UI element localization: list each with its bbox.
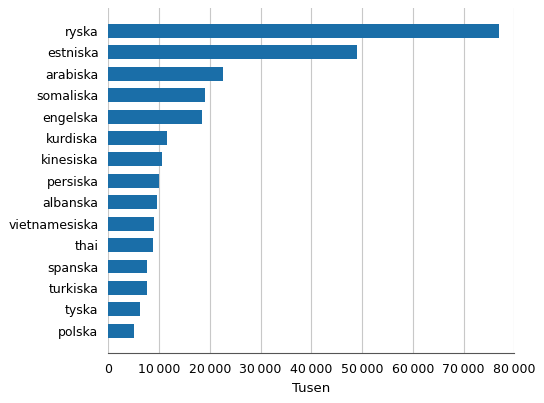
Bar — [108, 24, 499, 38]
Bar — [108, 67, 222, 81]
Bar — [108, 195, 157, 209]
Bar — [108, 324, 134, 338]
Bar — [108, 238, 153, 252]
X-axis label: Tusen: Tusen — [292, 382, 331, 395]
Bar — [108, 174, 159, 188]
Bar — [108, 46, 357, 59]
Bar — [108, 88, 205, 102]
Bar — [108, 152, 162, 166]
Bar — [108, 281, 147, 295]
Bar — [108, 131, 166, 145]
Bar — [108, 260, 147, 274]
Bar — [108, 217, 154, 231]
Bar — [108, 110, 202, 124]
Bar — [108, 302, 140, 316]
